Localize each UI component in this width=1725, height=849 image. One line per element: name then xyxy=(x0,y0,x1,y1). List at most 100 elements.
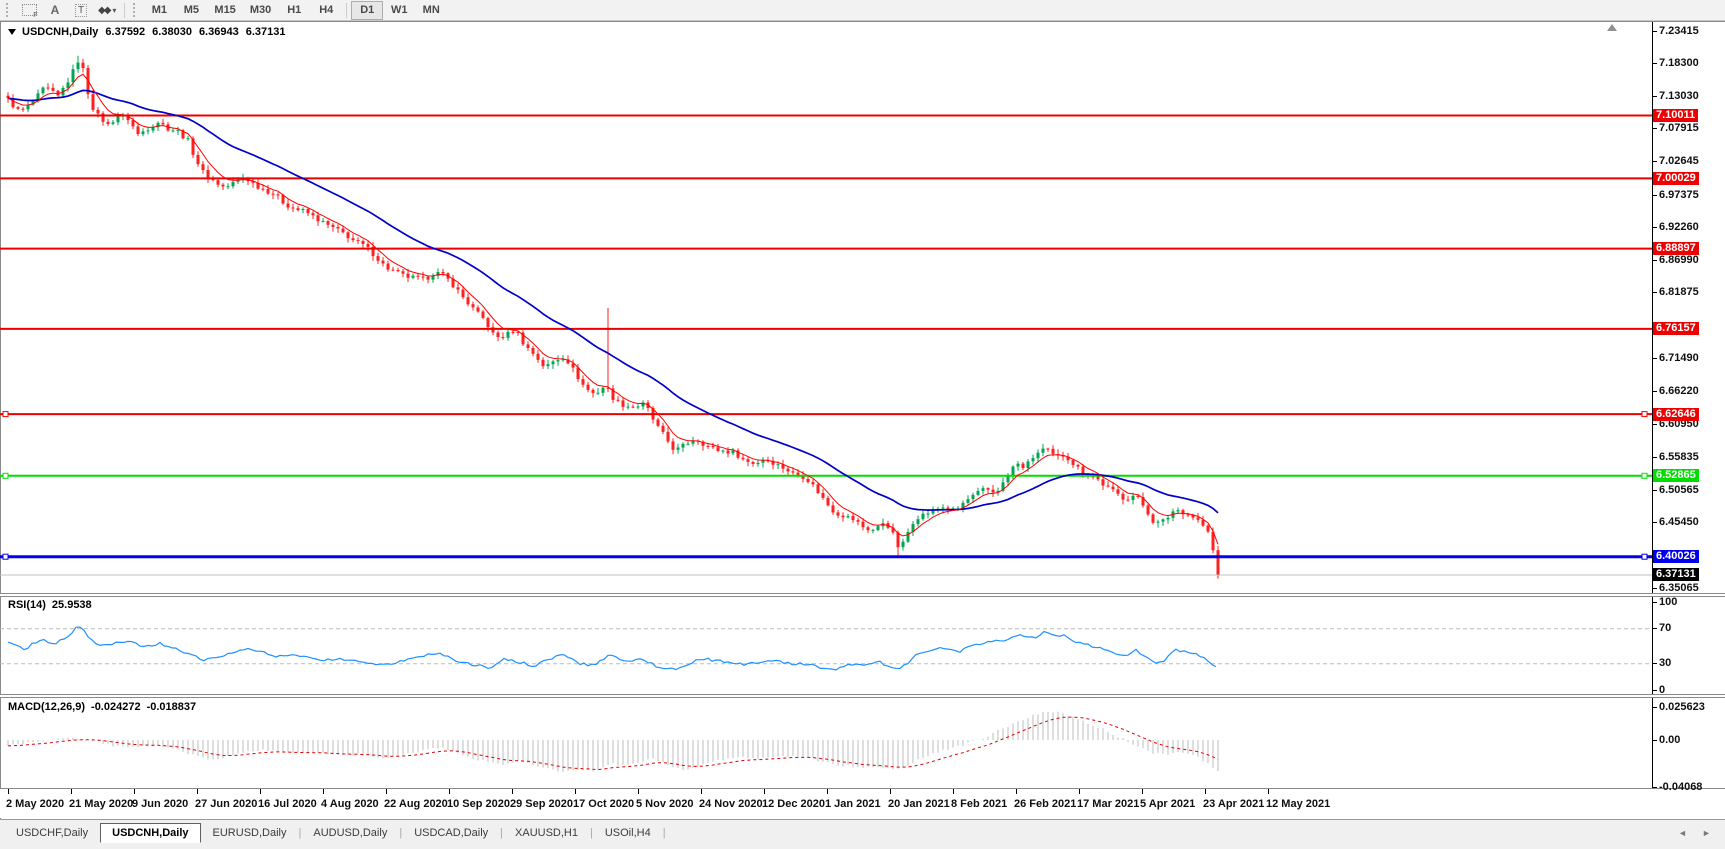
snap-grid-f-button[interactable]: F xyxy=(16,2,42,19)
tab-separator: | xyxy=(662,826,666,839)
rsi-axis-tick: 30 xyxy=(1651,657,1672,670)
ohlc-close: 6.37131 xyxy=(245,26,286,38)
price-level-label[interactable]: 6.76157 xyxy=(1653,322,1699,336)
ohlc-low: 6.36943 xyxy=(198,26,239,38)
macd-label: MACD(12,26,9) -0.024272 -0.018837 xyxy=(8,701,202,713)
timeframe-h1-button[interactable]: H1 xyxy=(287,4,302,16)
time-axis-tick xyxy=(575,789,576,794)
time-axis-tick xyxy=(8,789,9,794)
timeframe-m5-button[interactable]: M5 xyxy=(183,4,200,16)
panel-separator[interactable] xyxy=(0,593,1725,597)
chart-tab-xauusd[interactable]: XAUUSD,H1 xyxy=(515,826,578,839)
price-axis-tick: 7.13030 xyxy=(1652,89,1699,102)
tabs-scroll-right-icon[interactable]: ► xyxy=(1702,828,1711,838)
time-axis[interactable]: 2 May 2020 21 May 2020 9 Jun 2020 27 Jun 20… xyxy=(0,789,1725,818)
timeframe-w1-button[interactable]: W1 xyxy=(390,4,408,16)
timeframe-d1-button[interactable]: D1 xyxy=(351,0,384,20)
price-level-label[interactable]: 7.10011 xyxy=(1653,109,1699,122)
chart-symbol-label: USDCNH,Daily xyxy=(22,26,99,38)
chart-tab-usoil[interactable]: USOil,H4 xyxy=(604,826,651,839)
time-axis-label: 17 Oct 2020 xyxy=(573,798,635,810)
time-axis-tick xyxy=(449,789,450,794)
time-axis-label: 5 Nov 2020 xyxy=(636,798,694,810)
time-axis-label: 2 May 2020 xyxy=(6,798,65,810)
price-axis-tick: 6.92260 xyxy=(1652,220,1699,233)
price-axis-tick: 6.35065 xyxy=(1652,581,1699,594)
price-level-label[interactable]: 7.00029 xyxy=(1653,171,1699,185)
chart-tab-bar: USDCHF,Daily USDCNH,Daily EURUSD,Daily | AUD… xyxy=(0,819,1725,845)
price-axis-tick: 7.23415 xyxy=(1652,24,1699,37)
price-level-label[interactable]: 6.88897 xyxy=(1653,242,1699,256)
price-level-label[interactable]: 6.62646 xyxy=(1653,407,1699,421)
timeframe-h4-button[interactable]: H4 xyxy=(319,4,334,16)
chart-collapse-icon[interactable] xyxy=(8,29,16,35)
chart-window xyxy=(0,21,1725,819)
timeframe-m1-button[interactable]: M1 xyxy=(151,4,168,16)
tab-separator: | xyxy=(500,826,504,839)
text-box-button[interactable]: T xyxy=(68,2,94,19)
time-axis-tick xyxy=(1268,789,1269,794)
price-axis-tick: 6.81875 xyxy=(1652,286,1699,299)
price-level-label[interactable]: 6.52865 xyxy=(1653,469,1699,483)
time-axis-tick xyxy=(827,789,828,794)
time-axis-label: 22 Aug 2020 xyxy=(384,798,448,810)
toolbar: F A T ◆◆ ▾ M1 M5 M15 M30 H1 H4 D1 W1 MN xyxy=(0,0,1725,21)
letter-a-icon: A xyxy=(50,3,60,17)
time-axis-tick xyxy=(197,789,198,794)
timeframe-m30-button[interactable]: M30 xyxy=(249,4,272,16)
time-axis-label: 12 May 2021 xyxy=(1266,798,1331,810)
time-axis-label: 16 Jul 2020 xyxy=(258,798,317,810)
price-axis-tick: 7.18300 xyxy=(1652,56,1699,69)
chart-tab-usdcad[interactable]: USDCAD,Daily xyxy=(414,826,489,839)
time-axis-label: 20 Jan 2021 xyxy=(888,798,950,810)
price-axis-tick: 6.45450 xyxy=(1652,516,1699,529)
time-axis-label: 8 Feb 2021 xyxy=(951,798,1008,810)
time-axis-tick xyxy=(701,789,702,794)
time-axis-tick xyxy=(323,789,324,794)
time-axis-tick xyxy=(512,789,513,794)
macd-axis-tick: 0.025623 xyxy=(1652,701,1705,714)
rsi-axis-tick: 70 xyxy=(1651,622,1672,635)
main-price-chart[interactable] xyxy=(0,22,1652,593)
ohlc-open: 6.37592 xyxy=(105,26,146,38)
time-axis-tick xyxy=(260,789,261,794)
tab-separator: | xyxy=(589,826,593,839)
time-axis-tick xyxy=(1016,789,1017,794)
chart-tab-audusd[interactable]: AUDUSD,Daily xyxy=(313,826,388,839)
price-axis-tick: 6.66220 xyxy=(1652,385,1699,398)
price-axis-tick: 6.97375 xyxy=(1652,188,1699,201)
price-axis-tick: 6.86990 xyxy=(1652,254,1699,267)
toolbar-grip[interactable] xyxy=(133,3,139,17)
time-axis-label: 5 Apr 2021 xyxy=(1140,798,1196,810)
panel-separator[interactable] xyxy=(0,694,1725,698)
tab-separator: | xyxy=(298,826,302,839)
time-axis-line xyxy=(0,788,1725,789)
time-axis-tick xyxy=(638,789,639,794)
chart-tab-usdchf[interactable]: USDCHF,Daily xyxy=(16,826,89,839)
price-axis-tick: 7.02645 xyxy=(1652,155,1699,168)
price-axis-tick: 6.60950 xyxy=(1652,418,1699,431)
chart-tab-eurusd[interactable]: EURUSD,Daily xyxy=(212,826,287,839)
time-axis-label: 12 Dec 2020 xyxy=(762,798,825,810)
price-axis-tick: 6.71490 xyxy=(1652,351,1699,364)
time-axis-tick xyxy=(764,789,765,794)
chart-shift-marker-icon[interactable] xyxy=(1607,24,1617,31)
timeframe-mn-button[interactable]: MN xyxy=(422,4,440,16)
macd-panel[interactable] xyxy=(0,698,1652,788)
rsi-value: 25.9538 xyxy=(51,599,92,611)
chart-tab-usdcnh[interactable]: USDCNH,Daily xyxy=(100,823,201,843)
time-axis-tick xyxy=(953,789,954,794)
text-label-button[interactable]: A xyxy=(42,2,68,19)
time-axis-label: 1 Jan 2021 xyxy=(825,798,881,810)
rsi-panel[interactable] xyxy=(0,597,1652,694)
price-level-label[interactable]: 6.40026 xyxy=(1653,550,1699,564)
price-axis[interactable] xyxy=(1652,22,1653,789)
chevron-down-icon: ▾ xyxy=(112,5,117,15)
rsi-name: RSI(14) xyxy=(8,599,46,611)
timeframe-m15-button[interactable]: M15 xyxy=(214,4,236,16)
rsi-axis-tick: 0 xyxy=(1651,683,1666,696)
arrow-tools-button[interactable]: ◆◆ ▾ xyxy=(94,2,120,19)
macd-signal-value: -0.018837 xyxy=(146,701,197,713)
tabs-scroll-left-icon[interactable]: ◄ xyxy=(1678,828,1687,838)
toolbar-grip[interactable] xyxy=(6,3,12,17)
